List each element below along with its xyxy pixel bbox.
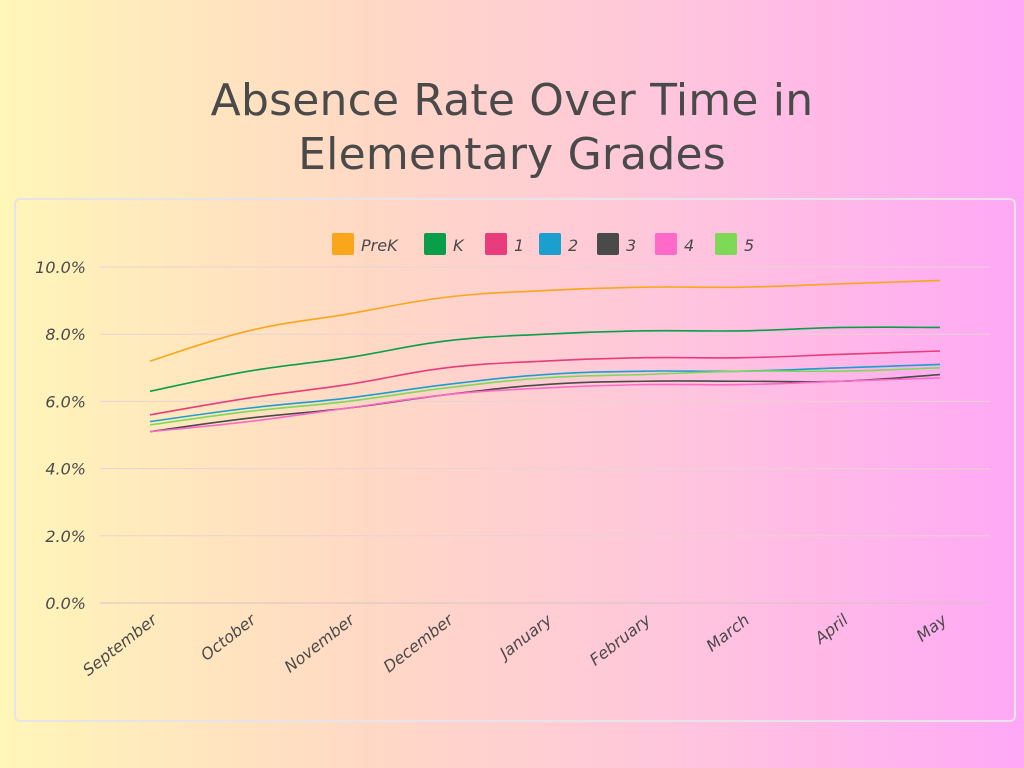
legend-label-4: 4: [684, 236, 694, 255]
series-line-prek: [149, 279, 941, 362]
chart-title: Absence Rate Over Time in Elementary Gra…: [0, 74, 1024, 182]
y-tick-label: 8.0%: [45, 325, 86, 344]
legend-swatch-5: [715, 233, 737, 255]
x-tick-label: April: [810, 610, 852, 648]
legend-label-prek: PreK: [361, 236, 399, 255]
x-tick-label: January: [494, 610, 556, 664]
legend-swatch-1: [485, 233, 507, 255]
x-tick-label: September: [79, 609, 162, 679]
x-tick-label: November: [281, 609, 359, 676]
x-tick-label: May: [913, 610, 951, 646]
chart-panel: [14, 198, 1016, 722]
legend-label-5: 5: [744, 236, 754, 255]
legend-label-3: 3: [626, 236, 636, 255]
series-line-5: [149, 367, 941, 426]
x-tick-label: October: [197, 609, 260, 664]
series-line-2: [149, 363, 941, 423]
y-tick-label: 6.0%: [45, 392, 86, 411]
series-line-1: [149, 350, 941, 416]
legend-swatch-prek: [332, 233, 354, 255]
series-line-k: [149, 326, 941, 393]
legend-label-k: K: [453, 236, 465, 255]
legend-swatch-2: [539, 233, 561, 255]
x-tick-label: December: [380, 609, 458, 676]
legend-label-1: 1: [514, 236, 524, 255]
series-line-3: [149, 373, 941, 433]
y-tick-label: 10.0%: [35, 258, 86, 277]
x-tick-label: March: [703, 610, 753, 655]
legend-label-2: 2: [568, 236, 578, 255]
chart-title-line-1: Absence Rate Over Time in: [210, 75, 814, 126]
series-line-4: [149, 377, 941, 433]
legend-swatch-4: [655, 233, 677, 255]
x-tick-label: February: [586, 610, 655, 669]
chart-title-line-2: Elementary Grades: [298, 129, 726, 180]
legend-swatch-k: [424, 233, 446, 255]
y-tick-label: 2.0%: [45, 527, 86, 546]
legend-swatch-3: [597, 233, 619, 255]
y-tick-label: 0.0%: [45, 594, 86, 613]
y-tick-label: 4.0%: [45, 460, 86, 479]
